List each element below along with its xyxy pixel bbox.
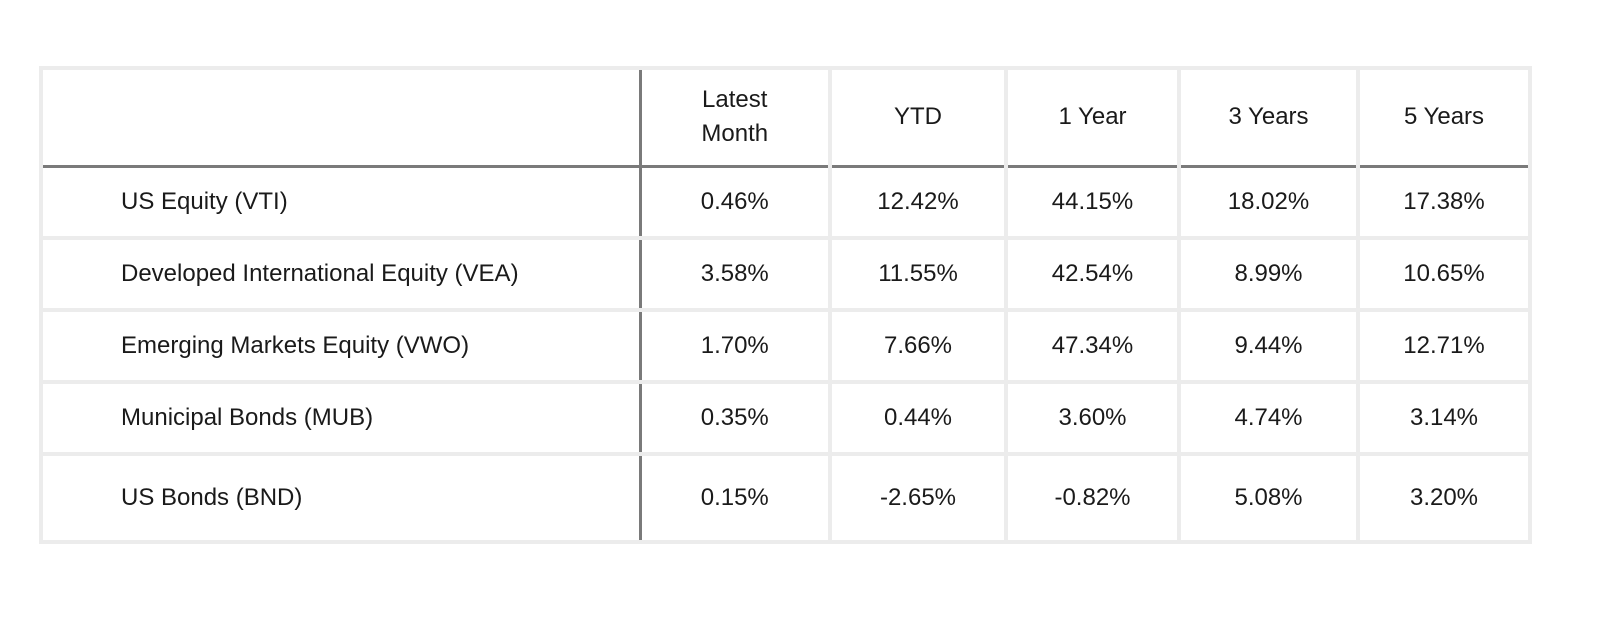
cell-3-years: 18.02% [1179, 166, 1360, 240]
cell-latest-month: 3.58% [640, 238, 832, 312]
cell-1-year: 44.15% [1006, 166, 1181, 240]
cell-latest-month: 0.15% [640, 454, 832, 540]
cell-ytd: 11.55% [830, 238, 1008, 312]
cell-latest-month: 0.35% [640, 382, 832, 456]
returns-table: Latest Month YTD 1 Year 3 Years 5 Years … [43, 70, 1528, 540]
table-header-row: Latest Month YTD 1 Year 3 Years 5 Years [43, 70, 1528, 168]
row-asset-name: US Bonds (BND) [43, 454, 642, 540]
header-asset-name [43, 70, 642, 168]
table-row: US Bonds (BND) 0.15% -2.65% -0.82% 5.08%… [43, 454, 1528, 540]
cell-1-year: 47.34% [1006, 310, 1181, 384]
cell-3-years: 9.44% [1179, 310, 1360, 384]
cell-ytd: 12.42% [830, 166, 1008, 240]
row-asset-name: Municipal Bonds (MUB) [43, 382, 642, 456]
cell-3-years: 5.08% [1179, 454, 1360, 540]
row-asset-name: US Equity (VTI) [43, 166, 642, 240]
table-row: Emerging Markets Equity (VWO) 1.70% 7.66… [43, 310, 1528, 384]
cell-ytd: 7.66% [830, 310, 1008, 384]
cell-3-years: 4.74% [1179, 382, 1360, 456]
cell-ytd: 0.44% [830, 382, 1008, 456]
cell-3-years: 8.99% [1179, 238, 1360, 312]
header-ytd: YTD [830, 70, 1008, 168]
cell-5-years: 17.38% [1358, 166, 1528, 240]
cell-1-year: 3.60% [1006, 382, 1181, 456]
row-asset-name: Emerging Markets Equity (VWO) [43, 310, 642, 384]
header-latest-month: Latest Month [640, 70, 832, 168]
table-row: Developed International Equity (VEA) 3.5… [43, 238, 1528, 312]
cell-1-year: -0.82% [1006, 454, 1181, 540]
table-row: Municipal Bonds (MUB) 0.35% 0.44% 3.60% … [43, 382, 1528, 456]
cell-5-years: 12.71% [1358, 310, 1528, 384]
cell-5-years: 3.20% [1409, 484, 1479, 511]
cell-1-year: 42.54% [1006, 238, 1181, 312]
header-latest-month-label: Latest Month [701, 86, 769, 148]
returns-table-frame: Latest Month YTD 1 Year 3 Years 5 Years … [39, 66, 1532, 544]
row-asset-name: Developed International Equity (VEA) [43, 238, 642, 312]
cell-latest-month: 0.46% [640, 166, 832, 240]
header-1-year: 1 Year [1006, 70, 1181, 168]
cell-latest-month: 1.70% [640, 310, 832, 384]
cell-5-years: 10.65% [1358, 238, 1528, 312]
cell-5-years: 3.14% [1358, 382, 1528, 456]
cell-ytd: -2.65% [830, 454, 1008, 540]
table-row: US Equity (VTI) 0.46% 12.42% 44.15% 18.0… [43, 166, 1528, 240]
header-5-years: 5 Years [1358, 70, 1528, 168]
header-3-years: 3 Years [1179, 70, 1360, 168]
